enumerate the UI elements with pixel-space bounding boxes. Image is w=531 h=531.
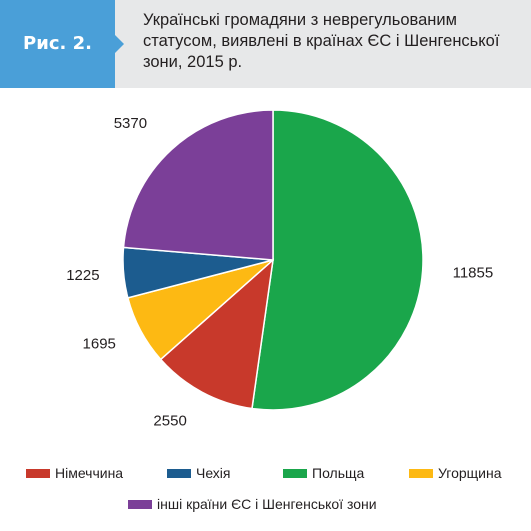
slice-value-label-3: 1695 bbox=[83, 336, 116, 353]
legend-item-2: Чехія bbox=[167, 464, 231, 482]
figure-title: Українські громадяни з неврегульованим с… bbox=[143, 11, 500, 71]
slice-value-label-2: 2550 bbox=[153, 412, 186, 429]
legend-item-3: Польща bbox=[283, 464, 364, 482]
slice-value-label-4: 1225 bbox=[66, 267, 99, 284]
figure-label: Рис. 2. bbox=[23, 33, 92, 54]
badge-arrow-icon bbox=[115, 35, 124, 53]
legend-swatch-icon bbox=[283, 468, 307, 478]
slice-value-label-5: 5370 bbox=[114, 115, 147, 132]
legend-item-4: Угорщина bbox=[409, 464, 502, 482]
chart-legend: Німеччина Чехія Польща Угорщина інші країни … bbox=[0, 462, 531, 522]
legend-swatch-icon bbox=[26, 468, 50, 478]
legend-label: інші країни ЄС і Шенгенської зони bbox=[157, 496, 377, 512]
slice-value-label-1: 11855 bbox=[453, 265, 494, 282]
legend-label: Угорщина bbox=[438, 465, 502, 481]
figure-header: Рис. 2. Українські громадяни з неврегуль… bbox=[0, 0, 531, 88]
legend-swatch-icon bbox=[167, 468, 191, 478]
legend-swatch-icon bbox=[128, 499, 152, 509]
legend-label: Польща bbox=[312, 465, 365, 481]
pie-slice-1 bbox=[251, 109, 424, 411]
legend-item-5: інші країни ЄС і Шенгенської зони bbox=[128, 495, 377, 513]
pie-slice-2 bbox=[159, 258, 275, 410]
legend-item-1: Німеччина bbox=[26, 464, 123, 482]
legend-swatch-icon bbox=[409, 468, 433, 478]
legend-label: Німеччина bbox=[55, 465, 124, 481]
legend-label: Чехія bbox=[196, 465, 231, 481]
figure-badge: Рис. 2. bbox=[0, 0, 115, 88]
pie-chart: 11855 2550 1695 1225 5370 bbox=[66, 109, 494, 429]
pie-slice-5 bbox=[122, 109, 274, 261]
